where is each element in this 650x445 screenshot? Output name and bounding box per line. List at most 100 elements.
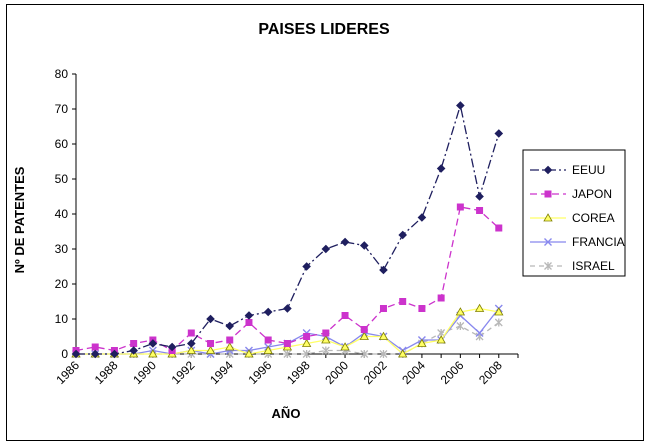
legend-marker bbox=[544, 238, 552, 246]
x-tick-label: 1998 bbox=[284, 358, 313, 387]
series-israel bbox=[72, 318, 503, 358]
data-point-eeuu bbox=[379, 265, 388, 275]
data-point-corea bbox=[378, 331, 389, 340]
data-point-japon bbox=[476, 207, 484, 214]
data-point-japon bbox=[360, 326, 368, 333]
x-axis-ticks: 1986 1988 1990 1992 1994 1996 1998 2000 2002 2004… bbox=[53, 354, 519, 387]
data-point-eeuu bbox=[148, 339, 158, 348]
legend-marker bbox=[544, 262, 552, 270]
data-point-eeuu bbox=[167, 342, 177, 352]
legend-marker bbox=[543, 165, 553, 175]
data-point-corea bbox=[301, 338, 312, 347]
data-point-eeuu bbox=[436, 164, 446, 173]
legend-item-israel: ISRAEL bbox=[530, 259, 615, 273]
data-point-japon bbox=[264, 336, 272, 344]
data-point-israel bbox=[494, 318, 503, 327]
data-point-japon bbox=[418, 305, 426, 312]
data-point-japon bbox=[91, 343, 99, 351]
legend-items: EEUU JAPON COREA FRANCIA ISRAEL bbox=[530, 163, 625, 273]
data-point-eeuu bbox=[494, 129, 504, 138]
x-tick-label: 1986 bbox=[53, 358, 82, 387]
data-point-corea bbox=[244, 349, 254, 358]
legend-item-eeuu: EEUU bbox=[530, 163, 605, 177]
data-point-corea bbox=[417, 338, 427, 347]
data-point-japon bbox=[341, 312, 349, 319]
legend-item-corea: COREA bbox=[530, 211, 615, 225]
y-tick-label: 70 bbox=[55, 102, 69, 116]
data-point-israel bbox=[321, 346, 330, 355]
x-axis-label: AÑO bbox=[272, 406, 301, 421]
data-point-japon bbox=[495, 224, 503, 232]
data-point-japon bbox=[130, 340, 138, 347]
series-corea bbox=[71, 303, 504, 358]
data-point-eeuu bbox=[186, 339, 196, 348]
data-point-eeuu bbox=[283, 304, 292, 313]
data-point-eeuu bbox=[456, 101, 465, 110]
data-point-eeuu bbox=[129, 346, 138, 355]
data-point-corea bbox=[263, 345, 273, 354]
y-tick-label: 40 bbox=[55, 207, 69, 221]
y-tick-label: 0 bbox=[61, 347, 68, 361]
data-point-japon bbox=[245, 319, 253, 326]
x-tick-label: 2004 bbox=[399, 358, 428, 387]
data-point-corea bbox=[455, 307, 466, 316]
data-point-japon bbox=[399, 298, 407, 305]
y-axis-label: Nº DE PATENTES bbox=[12, 166, 27, 273]
data-point-corea bbox=[225, 342, 235, 351]
data-point-eeuu bbox=[244, 311, 254, 320]
data-point-corea bbox=[398, 349, 408, 358]
data-point-japon bbox=[456, 203, 464, 211]
data-point-corea bbox=[321, 335, 331, 344]
y-tick-label: 80 bbox=[55, 67, 69, 81]
data-point-eeuu bbox=[71, 349, 81, 359]
y-tick-label: 50 bbox=[55, 172, 69, 186]
data-point-corea bbox=[148, 349, 158, 358]
x-tick-label: 1994 bbox=[207, 358, 236, 387]
data-point-israel bbox=[302, 350, 311, 358]
legend-item-francia: FRANCIA bbox=[530, 235, 625, 249]
y-tick-label: 60 bbox=[55, 137, 69, 151]
x-tick-label: 1992 bbox=[169, 358, 198, 387]
legend-label: EEUU bbox=[572, 163, 605, 177]
y-axis-ticks: 0 10 20 30 40 50 60 70 80 bbox=[55, 67, 76, 361]
data-point-eeuu bbox=[417, 213, 427, 222]
data-point-eeuu bbox=[90, 349, 100, 359]
data-point-eeuu bbox=[321, 244, 331, 254]
legend-label: ISRAEL bbox=[572, 259, 615, 273]
data-point-eeuu bbox=[359, 241, 369, 250]
x-tick-label: 1996 bbox=[246, 358, 275, 387]
data-point-corea bbox=[359, 331, 369, 340]
data-point-eeuu bbox=[110, 349, 119, 359]
data-point-corea bbox=[474, 303, 485, 312]
x-tick-label: 2008 bbox=[476, 358, 505, 387]
data-point-japon bbox=[379, 305, 387, 312]
data-point-eeuu bbox=[206, 314, 215, 324]
x-tick-label: 2002 bbox=[361, 358, 390, 387]
data-point-japon bbox=[207, 340, 215, 347]
data-point-japon bbox=[226, 336, 234, 344]
y-tick-label: 30 bbox=[55, 242, 69, 256]
x-tick-label: 2006 bbox=[438, 358, 467, 387]
legend-item-japon: JAPON bbox=[530, 187, 612, 201]
legend-box bbox=[522, 149, 626, 277]
data-point-israel bbox=[360, 350, 369, 358]
data-point-japon bbox=[303, 333, 311, 340]
data-point-corea bbox=[494, 307, 504, 316]
chart-title: PAISES LIDERES bbox=[258, 21, 390, 38]
data-point-corea bbox=[205, 345, 216, 354]
data-point-japon bbox=[283, 340, 291, 347]
data-point-corea bbox=[436, 335, 446, 344]
data-point-eeuu bbox=[475, 192, 484, 201]
legend: EEUU JAPON COREA FRANCIA ISRAEL bbox=[522, 149, 626, 277]
legend-marker bbox=[543, 213, 553, 222]
data-point-corea bbox=[186, 345, 196, 354]
x-tick-label: 1990 bbox=[130, 358, 159, 387]
series-eeuu bbox=[71, 101, 504, 359]
x-tick-label: 1988 bbox=[92, 358, 121, 387]
data-point-francia bbox=[475, 329, 484, 337]
axes bbox=[75, 74, 518, 355]
data-point-eeuu bbox=[302, 262, 311, 271]
data-point-eeuu bbox=[398, 230, 408, 240]
legend-label: COREA bbox=[572, 211, 615, 225]
data-point-eeuu bbox=[263, 307, 273, 317]
